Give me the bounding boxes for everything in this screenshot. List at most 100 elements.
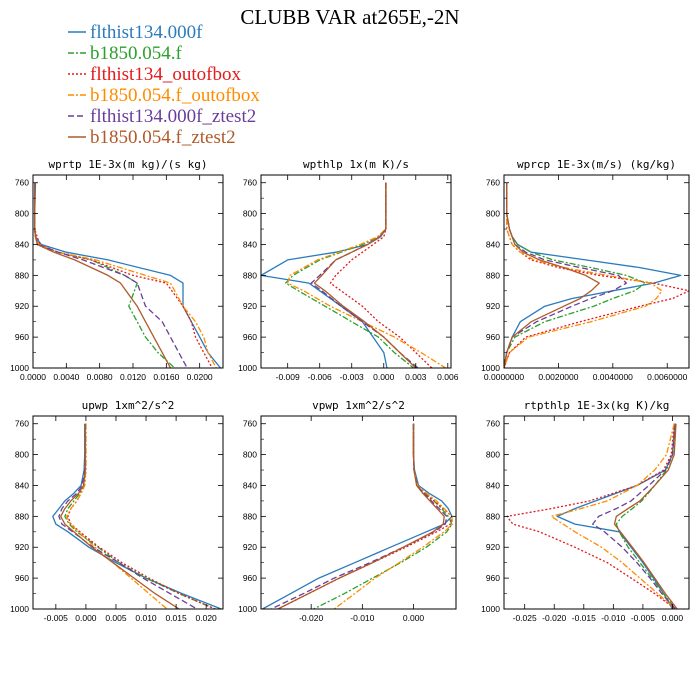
series-line [67,423,216,609]
y-tick-label: 960 [486,332,500,342]
series-group [262,423,454,609]
series-line [66,423,168,609]
y-tick-label: 880 [15,270,29,280]
y-tick-label: 800 [15,209,29,219]
legend: flthist134.000fb1850.054.fflthist134_out… [68,22,260,148]
y-tick-label: 760 [486,178,500,188]
series-line [58,423,198,609]
chart-panel: wpthlp 1x(m K)/s 760 800 840 880 920 960 1000 -0… [238,158,459,382]
series-line [60,423,180,609]
series-line [592,423,677,609]
chart-panel: vpwp 1xm^2/s^2 760 800 840 880 920 960 1000 -0.0… [238,399,457,623]
series-line [556,423,676,609]
x-tick-label: 0.000 [662,613,684,623]
y-tick-label: 880 [243,270,257,280]
chart-panel: wprtp 1E-3x(m kg)/(s kg) 760 800 840 880 920 9… [10,158,224,382]
series-line [504,182,647,368]
y-tick-label: 920 [243,542,257,552]
y-tick-label: 920 [243,301,257,311]
series-line [613,423,678,609]
series-line [504,182,663,368]
series-line [504,182,600,368]
x-tick-label: -0.009 [276,372,300,382]
chart-panel: rtpthlp 1E-3x(kg K)/kg 760 800 840 880 920 960… [481,399,690,623]
x-tick-label: -0.005 [631,613,655,623]
y-tick-label: 1000 [238,604,257,614]
series-line [52,423,222,609]
y-tick-label: 960 [15,573,29,583]
y-tick-label: 960 [243,573,257,583]
y-tick-label: 800 [486,209,500,219]
x-tick-label: 0.0000 [20,372,46,382]
x-tick-label: 0.015 [165,613,187,623]
chart-panel: upwp 1xm^2/s^2 760 800 840 880 920 960 1000 -0.0… [10,399,224,623]
panel-title: wpthlp 1x(m K)/s [303,158,409,171]
y-tick-label: 920 [486,542,500,552]
plot-frame [503,174,690,369]
series-line [504,182,628,368]
series-line [261,182,388,368]
series-line [287,182,447,368]
y-tick-label: 880 [486,270,500,280]
x-tick-label: 0.005 [105,613,127,623]
x-tick-label: 0.006 [437,372,459,382]
series-group [504,182,689,368]
series-line [64,423,216,609]
panel-title: wprtp 1E-3x(m kg)/(s kg) [49,158,208,171]
y-tick-label: 1000 [481,604,500,614]
series-group [52,423,222,609]
x-tick-label: -0.006 [308,372,332,382]
y-tick-label: 760 [243,419,257,429]
series-line [277,423,445,609]
series-line [262,423,453,609]
plot-frame [260,174,452,369]
y-tick-label: 960 [243,332,257,342]
panel-title: vpwp 1xm^2/s^2 [312,399,405,412]
x-tick-label: -0.025 [513,613,537,623]
series-line [329,182,433,368]
series-line [310,182,419,368]
y-tick-label: 920 [15,542,29,552]
y-tick-label: 1000 [238,363,257,373]
x-tick-label: 0.000 [75,613,97,623]
panel-title: upwp 1xm^2/s^2 [82,399,175,412]
x-tick-label: -0.020 [299,613,323,623]
y-tick-label: 840 [15,239,29,249]
y-tick-label: 1000 [10,363,29,373]
y-tick-label: 840 [486,239,500,249]
panel-title: rtpthlp 1E-3x(kg K)/kg [524,399,670,412]
x-tick-label: 0.0000000 [484,372,524,382]
y-tick-label: 840 [15,480,29,490]
y-tick-label: 760 [243,178,257,188]
plot-frame [32,415,224,610]
series-line [34,182,176,368]
series-group [261,182,447,368]
legend-label: b1850.054.f_ztest2 [90,127,236,148]
series-line [34,182,222,368]
x-tick-label: -0.015 [572,613,596,623]
chart-panels: wprtp 1E-3x(m kg)/(s kg) 760 800 840 880 920 9… [10,158,690,623]
x-tick-label: -0.010 [350,613,374,623]
series-line [34,182,172,368]
series-group [506,423,678,609]
y-tick-label: 880 [243,511,257,521]
series-line [615,423,676,609]
y-tick-label: 800 [243,209,257,219]
plot-frame [503,415,690,610]
y-tick-label: 1000 [481,363,500,373]
x-tick-label: 0.000 [373,372,395,382]
legend-label: b1850.054.f_outofbox [90,85,260,106]
figure-title: CLUBB VAR at265E,-2N [240,5,459,29]
series-line [313,182,417,368]
series-group [34,182,222,368]
series-line [284,182,415,368]
y-tick-label: 880 [486,511,500,521]
chart-panel: wprcp 1E-3x(m/s) (kg/kg) 760 800 840 880 920 9… [481,158,690,382]
series-line [504,182,689,368]
legend-label: flthist134.000f_ztest2 [90,106,256,127]
x-tick-label: -0.020 [542,613,566,623]
x-tick-label: 0.0020000 [538,372,578,382]
series-line [277,423,453,609]
y-tick-label: 760 [15,419,29,429]
